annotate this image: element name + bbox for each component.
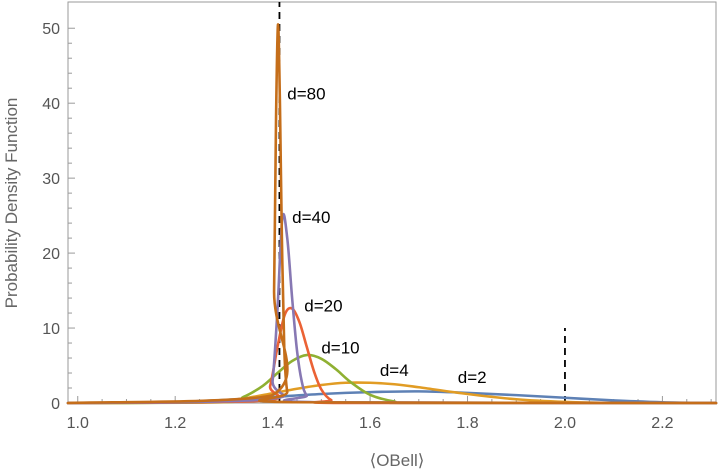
y-tick-label: 40 bbox=[42, 96, 60, 113]
series-group bbox=[66, 23, 718, 405]
x-tick-label: 1.4 bbox=[262, 415, 284, 432]
y-tick-label: 50 bbox=[42, 21, 60, 38]
x-axis-title: ⟨OBell⟩ bbox=[370, 451, 425, 470]
curve-label-d-80: d=80 bbox=[287, 84, 325, 103]
curve-labels: d=80 d=40 d=20 d=10 d=4 d=2 bbox=[287, 84, 486, 386]
curve-label-d-20: d=20 bbox=[304, 297, 342, 316]
y-tick-label: 30 bbox=[42, 171, 60, 188]
curve-label-d-2: d=2 bbox=[458, 368, 487, 387]
y-axis-title: Probability Density Function bbox=[2, 98, 21, 309]
curve-label-d-40: d=40 bbox=[292, 208, 330, 227]
curve-label-d-10: d=10 bbox=[321, 339, 359, 358]
series-line-d-80 bbox=[66, 23, 718, 405]
curve-label-d-4: d=4 bbox=[380, 361, 409, 380]
y-tick-label: 20 bbox=[42, 246, 60, 263]
series-line-d-20 bbox=[66, 306, 718, 405]
y-tick-label: 0 bbox=[51, 396, 60, 413]
x-tick-label: 1.2 bbox=[164, 415, 186, 432]
x-tick-label: 2.0 bbox=[554, 415, 576, 432]
y-axis: 0 10 20 30 40 50 bbox=[42, 21, 75, 413]
y-tick-label: 10 bbox=[42, 321, 60, 338]
x-tick-label: 1.8 bbox=[456, 415, 478, 432]
x-tick-label: 2.2 bbox=[651, 415, 673, 432]
x-tick-label: 1.0 bbox=[67, 415, 89, 432]
plot-frame bbox=[67, 1, 717, 404]
x-tick-label: 1.6 bbox=[359, 415, 381, 432]
